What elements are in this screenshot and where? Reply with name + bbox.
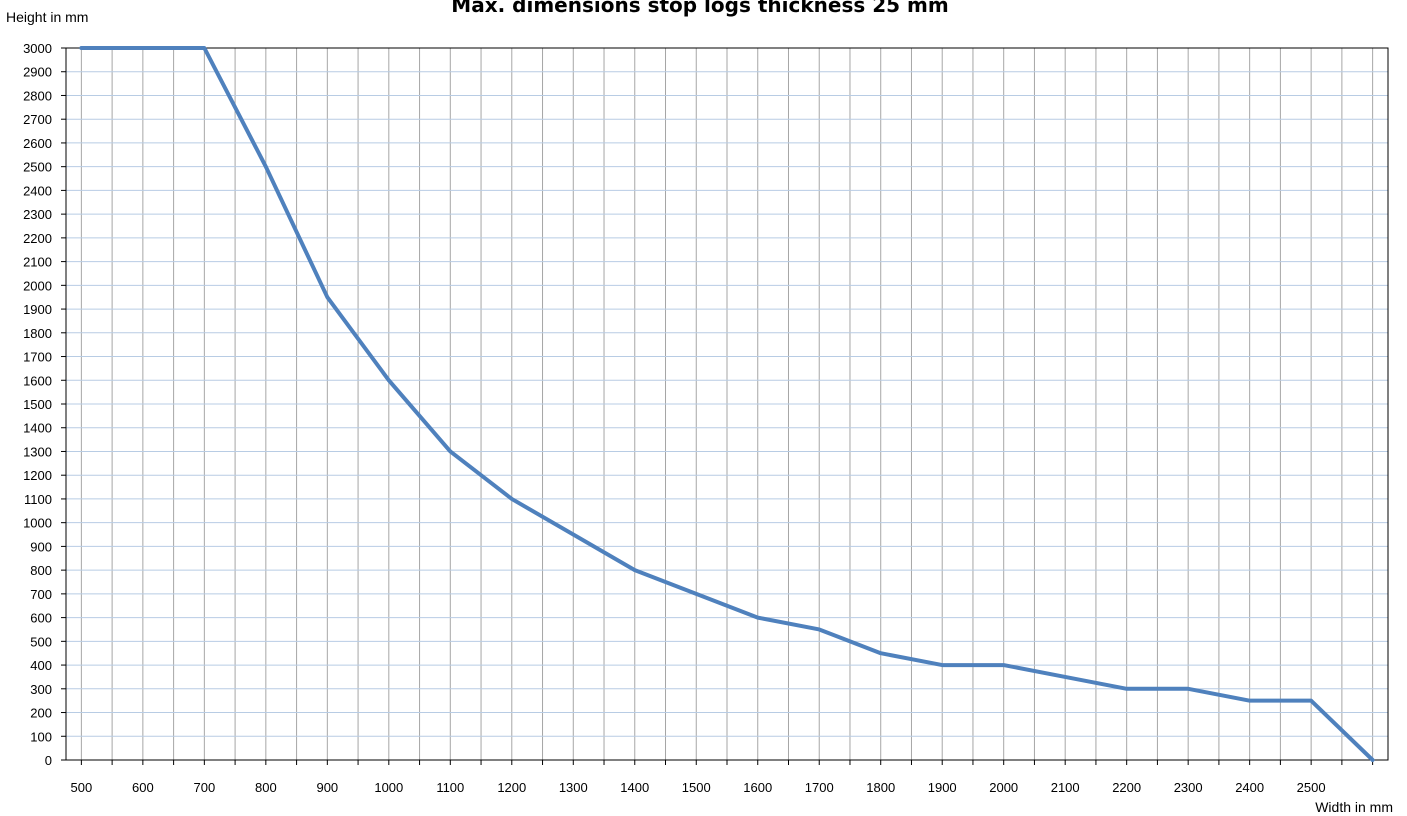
data-point: [1371, 759, 1374, 761]
data-point: [572, 533, 575, 536]
x-tick-label: 2400: [1235, 780, 1264, 795]
gridlines: [66, 47, 1388, 761]
y-tick-label: 700: [30, 587, 52, 602]
data-point: [941, 664, 944, 667]
y-tick-label: 1900: [23, 302, 52, 317]
x-tick-label: 1700: [805, 780, 834, 795]
data-point: [633, 569, 636, 572]
y-tick-label: 1500: [23, 397, 52, 412]
chart-title: Max. dimensions stop logs thickness 25 m…: [451, 0, 948, 17]
x-tick-label: 2500: [1297, 780, 1326, 795]
x-tick-label: 1200: [497, 780, 526, 795]
data-point: [449, 450, 452, 453]
x-tick-label: 1900: [928, 780, 957, 795]
x-tick-label: 900: [316, 780, 338, 795]
data-point: [80, 47, 83, 49]
x-tick-label: 1300: [559, 780, 588, 795]
y-tick-label: 1300: [23, 444, 52, 459]
data-point: [326, 296, 329, 299]
data-point: [1310, 699, 1313, 702]
x-tick-label: 1400: [620, 780, 649, 795]
y-tick-label: 1600: [23, 373, 52, 388]
y-tick-label: 1700: [23, 350, 52, 365]
data-point: [1064, 675, 1067, 678]
y-tick-label: 1200: [23, 468, 52, 483]
x-tick-label: 2000: [989, 780, 1018, 795]
data-point: [756, 616, 759, 619]
y-axis-title: Height in mm: [6, 9, 88, 25]
y-tick-label: 1000: [23, 516, 52, 531]
data-point: [1125, 687, 1128, 690]
x-tick-label: 1100: [436, 780, 464, 795]
y-tick-label: 2200: [23, 231, 52, 246]
x-tick-label: 500: [71, 780, 93, 795]
series-group: [79, 46, 1375, 762]
y-tick-label: 2500: [23, 160, 52, 175]
y-tick-label: 2700: [23, 112, 52, 127]
data-point: [387, 379, 390, 382]
x-tick-label: 2100: [1051, 780, 1080, 795]
data-point: [818, 628, 821, 631]
y-tick-label: 2800: [23, 88, 52, 103]
x-tick-label: 1800: [866, 780, 895, 795]
data-point: [203, 47, 206, 49]
y-axis-ticks: 0 100 200 300 400 500 600 700 800 900 1000 1100 1200…: [23, 41, 66, 768]
y-tick-label: 400: [30, 658, 52, 673]
y-tick-label: 2900: [23, 65, 52, 80]
y-tick-label: 2100: [23, 255, 52, 270]
y-tick-label: 2300: [23, 207, 52, 222]
x-tick-label: 800: [255, 780, 277, 795]
y-tick-label: 200: [30, 706, 52, 721]
x-axis-title: Width in mm: [1315, 799, 1393, 815]
y-tick-label: 300: [30, 682, 52, 697]
y-tick-label: 1100: [24, 492, 52, 507]
y-tick-label: 2600: [23, 136, 52, 151]
data-point: [695, 592, 698, 595]
x-axis-ticks: 500 600 700 800 900 1000 1100 1200 1300 1400 1500 1…: [71, 760, 1374, 795]
x-tick-label: 2200: [1112, 780, 1141, 795]
data-point: [1002, 664, 1005, 667]
x-tick-label: 700: [193, 780, 215, 795]
data-point: [264, 165, 267, 168]
y-tick-label: 2400: [23, 183, 52, 198]
x-tick-label: 2300: [1174, 780, 1203, 795]
y-tick-label: 0: [45, 753, 52, 768]
y-tick-label: 600: [30, 611, 52, 626]
data-point: [879, 652, 882, 655]
plot-area-border: [65, 47, 1389, 761]
y-tick-label: 900: [30, 539, 52, 554]
y-tick-label: 800: [30, 563, 52, 578]
data-point: [1248, 699, 1251, 702]
y-tick-label: 500: [30, 634, 52, 649]
x-tick-label: 1600: [743, 780, 772, 795]
y-tick-label: 1800: [23, 326, 52, 341]
data-point: [510, 497, 513, 500]
x-tick-label: 600: [132, 780, 154, 795]
y-tick-label: 2000: [23, 278, 52, 293]
data-point: [1187, 687, 1190, 690]
x-tick-label: 1500: [682, 780, 711, 795]
y-tick-label: 1400: [23, 421, 52, 436]
x-tick-label: 1000: [374, 780, 403, 795]
y-tick-label: 3000: [23, 41, 52, 56]
y-tick-label: 100: [30, 729, 52, 744]
